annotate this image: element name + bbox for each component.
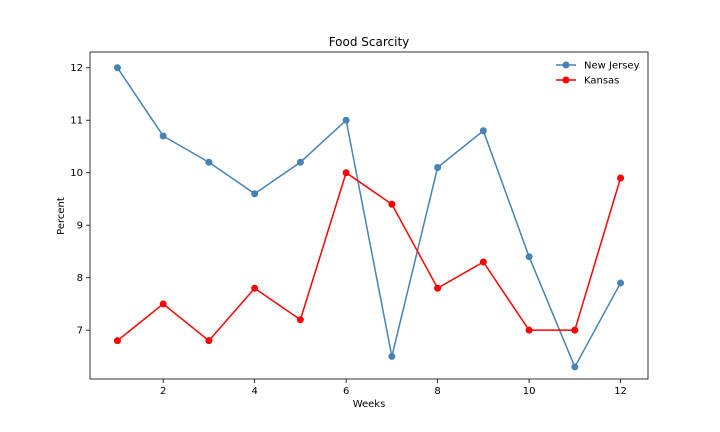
point-kansas-6	[342, 169, 350, 177]
legend-marker-new-jersey	[562, 61, 570, 69]
point-new-jersey-1	[113, 64, 121, 72]
x-tick-label-8: 8	[434, 386, 440, 397]
series-line-kansas	[116, 171, 622, 342]
legend-label-kansas: Kansas	[584, 76, 619, 87]
point-new-jersey-3	[205, 158, 213, 166]
point-kansas-7	[388, 200, 396, 208]
x-tick-label-10: 10	[523, 386, 536, 397]
series-kansas	[113, 169, 625, 345]
x-tick-label-4: 4	[251, 386, 257, 397]
point-kansas-2	[159, 300, 167, 308]
legend-item-kansas: Kansas	[556, 76, 619, 87]
y-tick-label-8: 8	[77, 273, 83, 284]
chart-title: Food Scarcity	[329, 35, 410, 49]
x-tick-label-2: 2	[160, 386, 166, 397]
point-new-jersey-12	[617, 279, 625, 287]
point-kansas-12	[617, 174, 625, 182]
point-new-jersey-7	[388, 352, 396, 360]
x-tick-label-6: 6	[343, 386, 349, 397]
legend-label-new-jersey: New Jersey	[584, 61, 640, 72]
y-tick-label-10: 10	[70, 168, 83, 179]
x-axis-label: Weeks	[353, 399, 386, 410]
legend-item-new-jersey: New Jersey	[556, 61, 640, 72]
point-new-jersey-9	[479, 127, 487, 135]
y-tick-label-9: 9	[77, 221, 83, 232]
point-new-jersey-4	[251, 190, 259, 198]
x-tick-label-12: 12	[614, 386, 627, 397]
point-new-jersey-8	[434, 163, 442, 171]
y-tick-label-12: 12	[70, 63, 83, 74]
point-kansas-10	[525, 326, 533, 334]
point-kansas-11	[571, 326, 579, 334]
point-kansas-3	[205, 337, 213, 345]
point-kansas-5	[296, 316, 304, 324]
point-kansas-4	[251, 284, 259, 292]
point-kansas-8	[434, 284, 442, 292]
point-kansas-9	[479, 258, 487, 266]
point-kansas-1	[113, 337, 121, 345]
series-layer	[113, 64, 625, 371]
axes: 2 4 6 8 10 12 7 8 9 10 11 12	[70, 51, 649, 397]
legend: New Jersey Kansas	[556, 61, 640, 87]
point-new-jersey-6	[342, 116, 350, 124]
point-new-jersey-11	[571, 363, 579, 371]
point-new-jersey-10	[525, 253, 533, 261]
y-axis-label: Percent	[56, 197, 67, 235]
y-tick-label-11: 11	[70, 116, 83, 127]
y-tick-label-7: 7	[77, 326, 83, 337]
plot-frame	[89, 51, 649, 380]
series-line-new-jersey	[116, 67, 622, 369]
legend-marker-kansas	[562, 76, 570, 84]
series-new-jersey	[113, 64, 625, 371]
point-new-jersey-2	[159, 132, 167, 140]
point-new-jersey-5	[296, 158, 304, 166]
